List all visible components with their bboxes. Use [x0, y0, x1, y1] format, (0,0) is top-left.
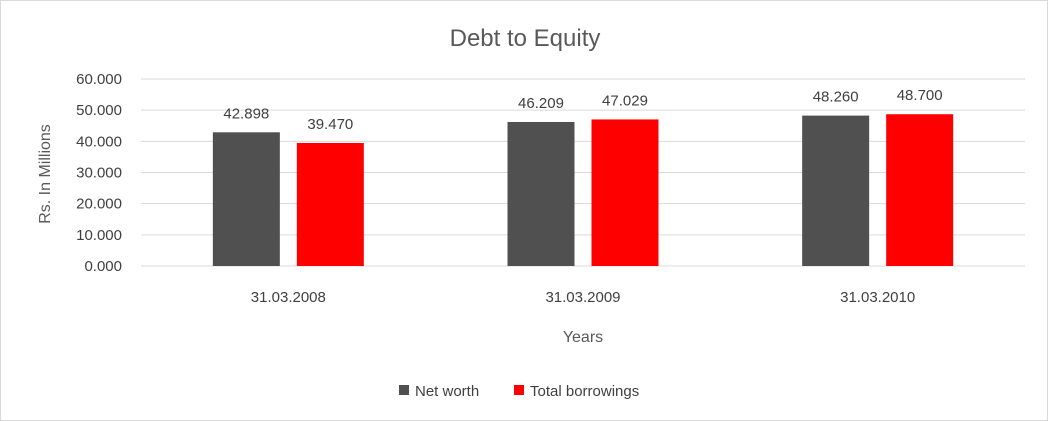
y-axis-ticks: 0.000 10.000 20.000 30.000 40.000 50.000 60.00…: [76, 71, 122, 275]
y-tick-label: 10.000: [76, 227, 122, 244]
data-label: 46.209: [518, 95, 564, 112]
data-label: 39.470: [307, 116, 353, 133]
y-tick-label: 60.000: [76, 71, 122, 88]
chart-title: Debt to Equity: [450, 25, 601, 52]
data-labels: 42.898 39.470 46.209 47.029 48.260 48.700: [223, 87, 942, 133]
bar-net-worth: [212, 132, 280, 266]
bar-total-borrowings: [296, 142, 364, 266]
y-tick-label: 0.000: [84, 258, 122, 275]
x-axis-ticks: 31.03.2008 31.03.2009 31.03.2010: [251, 289, 915, 306]
legend: Net worth Total borrowings: [399, 383, 639, 400]
bar-total-borrowings: [591, 119, 659, 266]
data-label: 42.898: [223, 105, 269, 122]
y-tick-label: 30.000: [76, 165, 122, 182]
data-label: 47.029: [602, 92, 648, 109]
legend-swatch: [399, 385, 409, 395]
x-tick-label: 31.03.2009: [545, 289, 620, 306]
bars: [212, 114, 954, 267]
legend-swatch: [514, 385, 524, 395]
y-tick-label: 40.000: [76, 133, 122, 150]
x-axis-label: Years: [563, 329, 603, 346]
legend-label: Net worth: [415, 383, 479, 400]
y-tick-label: 50.000: [76, 102, 122, 119]
legend-label: Total borrowings: [530, 383, 639, 400]
bar-total-borrowings: [886, 114, 954, 267]
y-tick-label: 20.000: [76, 196, 122, 213]
bar-net-worth: [802, 115, 870, 267]
bar-net-worth: [507, 121, 575, 266]
gridlines: [141, 78, 1025, 267]
data-label: 48.700: [897, 87, 943, 104]
y-axis-label: Rs. In Millions: [37, 124, 54, 224]
x-tick-label: 31.03.2010: [840, 289, 915, 306]
data-label: 48.260: [813, 89, 859, 106]
x-tick-label: 31.03.2008: [251, 289, 326, 306]
